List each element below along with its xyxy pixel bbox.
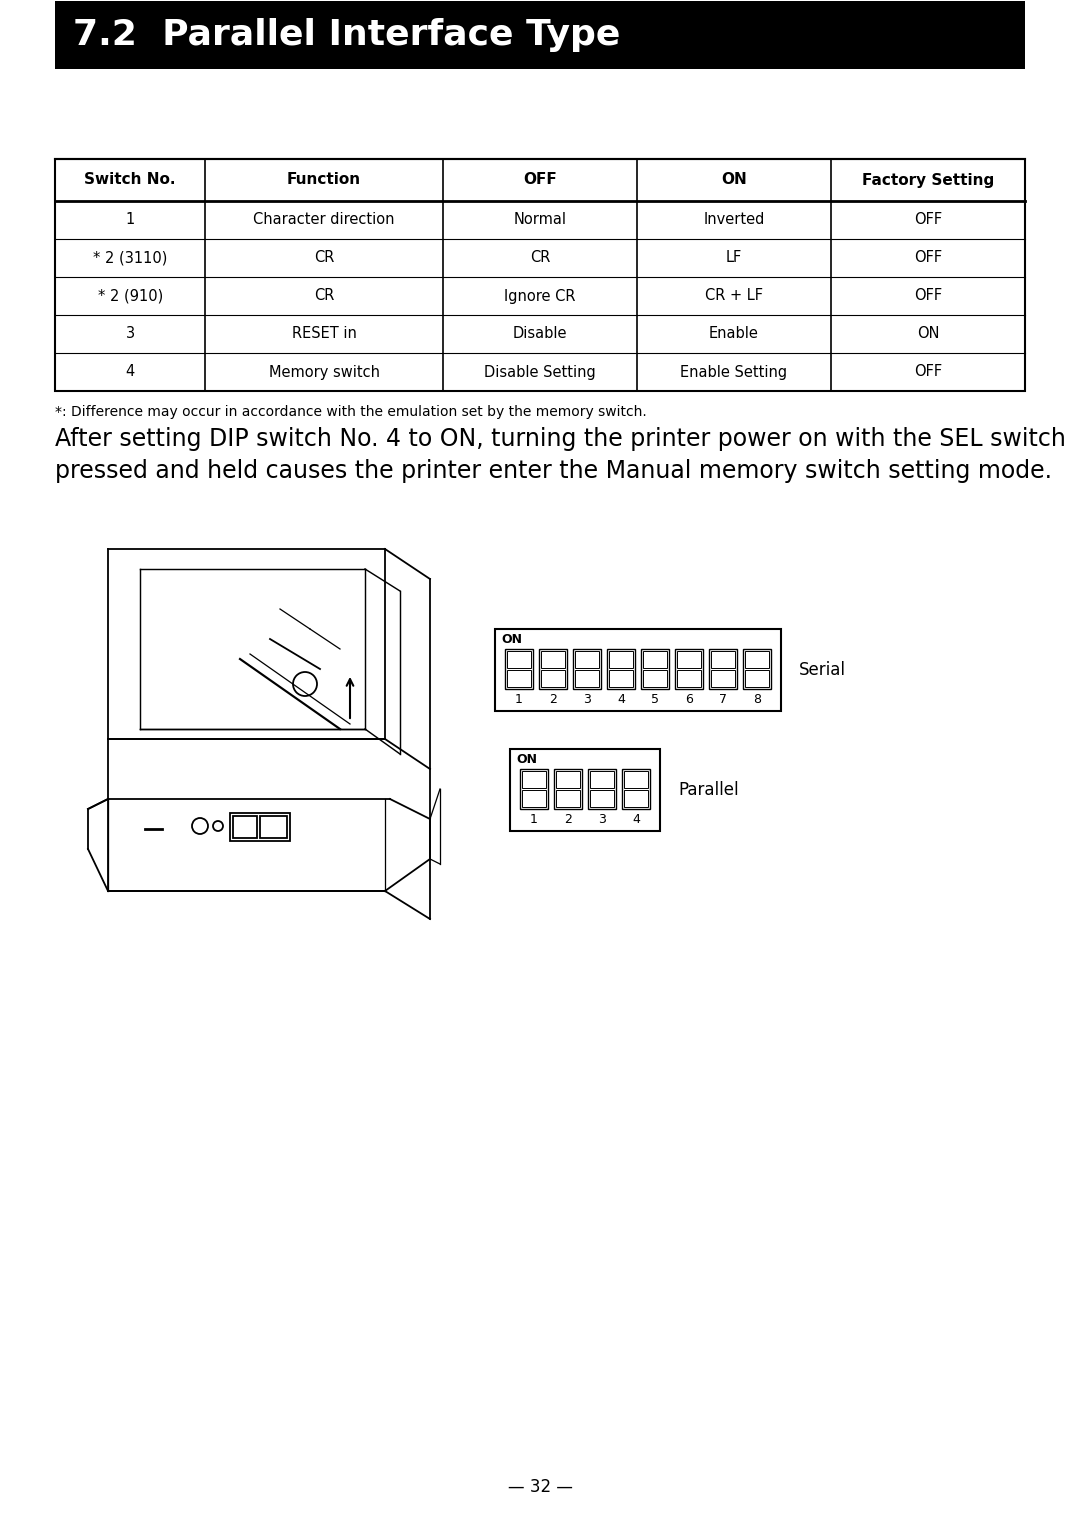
Text: 4: 4: [125, 364, 135, 379]
Text: Enable: Enable: [710, 327, 759, 341]
Bar: [588, 769, 616, 809]
Text: Inverted: Inverted: [703, 213, 765, 228]
Text: OFF: OFF: [523, 173, 557, 188]
Bar: [233, 816, 257, 838]
Bar: [55, 2, 1025, 69]
Bar: [554, 769, 582, 809]
Bar: [505, 648, 534, 690]
Text: 5: 5: [651, 693, 659, 706]
Text: 1: 1: [125, 213, 135, 228]
Bar: [510, 749, 660, 830]
Bar: [743, 648, 771, 690]
Text: LF: LF: [726, 251, 742, 266]
Text: OFF: OFF: [914, 251, 942, 266]
Bar: [590, 771, 615, 787]
Bar: [711, 670, 735, 687]
Text: pressed and held causes the printer enter the Manual memory switch setting mode.: pressed and held causes the printer ente…: [55, 459, 1052, 483]
Text: 2: 2: [564, 813, 572, 826]
Text: 8: 8: [753, 693, 761, 706]
Text: Disable: Disable: [513, 327, 567, 341]
Bar: [677, 670, 701, 687]
Bar: [624, 790, 648, 807]
Text: Enable Setting: Enable Setting: [680, 364, 787, 379]
Text: * 2 (910): * 2 (910): [97, 289, 163, 303]
Bar: [541, 670, 565, 687]
Bar: [609, 670, 633, 687]
Text: Function: Function: [287, 173, 361, 188]
Bar: [745, 670, 769, 687]
Text: Switch No.: Switch No.: [84, 173, 176, 188]
Bar: [711, 651, 735, 668]
Bar: [539, 648, 567, 690]
Text: CR: CR: [314, 251, 335, 266]
Text: 7: 7: [719, 693, 727, 706]
Text: 6: 6: [685, 693, 693, 706]
Text: OFF: OFF: [914, 364, 942, 379]
Bar: [507, 651, 531, 668]
Text: * 2 (3110): * 2 (3110): [93, 251, 167, 266]
Bar: [624, 771, 648, 787]
Text: Factory Setting: Factory Setting: [862, 173, 994, 188]
Text: 2: 2: [549, 693, 557, 706]
Text: 1: 1: [515, 693, 523, 706]
Text: OFF: OFF: [914, 289, 942, 303]
Bar: [609, 651, 633, 668]
Text: 7.2  Parallel Interface Type: 7.2 Parallel Interface Type: [73, 18, 620, 52]
Text: Parallel: Parallel: [678, 781, 739, 800]
Bar: [643, 670, 667, 687]
Bar: [55, 159, 1025, 391]
Bar: [745, 651, 769, 668]
Text: CR + LF: CR + LF: [705, 289, 762, 303]
Bar: [260, 816, 287, 838]
Bar: [607, 648, 635, 690]
Text: 4: 4: [632, 813, 640, 826]
Text: Normal: Normal: [513, 213, 567, 228]
Bar: [556, 790, 580, 807]
Text: Character direction: Character direction: [254, 213, 395, 228]
Bar: [495, 628, 781, 711]
Text: Disable Setting: Disable Setting: [484, 364, 596, 379]
Bar: [675, 648, 703, 690]
Bar: [522, 790, 546, 807]
Bar: [642, 648, 669, 690]
Bar: [519, 769, 548, 809]
Text: *: Difference may occur in accordance with the emulation set by the memory switc: *: Difference may occur in accordance wi…: [55, 405, 647, 419]
Text: ON: ON: [721, 173, 747, 188]
Text: 3: 3: [583, 693, 591, 706]
Bar: [507, 670, 531, 687]
Text: Serial: Serial: [799, 661, 846, 679]
Bar: [590, 790, 615, 807]
Text: OFF: OFF: [914, 213, 942, 228]
Text: RESET in: RESET in: [292, 327, 356, 341]
Text: 3: 3: [598, 813, 606, 826]
Text: ON: ON: [501, 633, 522, 645]
Bar: [575, 651, 599, 668]
Text: Ignore CR: Ignore CR: [504, 289, 576, 303]
Text: After setting DIP switch No. 4 to ON, turning the printer power on with the SEL : After setting DIP switch No. 4 to ON, tu…: [55, 427, 1066, 451]
Text: ON: ON: [516, 752, 537, 766]
Text: Memory switch: Memory switch: [269, 364, 380, 379]
Bar: [556, 771, 580, 787]
Bar: [575, 670, 599, 687]
Text: 3: 3: [125, 327, 135, 341]
Text: ON: ON: [917, 327, 940, 341]
Bar: [643, 651, 667, 668]
Bar: [522, 771, 546, 787]
Bar: [230, 813, 291, 841]
Text: CR: CR: [314, 289, 335, 303]
Bar: [622, 769, 650, 809]
Text: 1: 1: [530, 813, 538, 826]
Bar: [541, 651, 565, 668]
Text: — 32 —: — 32 —: [508, 1479, 572, 1495]
Bar: [677, 651, 701, 668]
Bar: [573, 648, 600, 690]
Text: 4: 4: [617, 693, 625, 706]
Text: CR: CR: [530, 251, 550, 266]
Bar: [708, 648, 737, 690]
